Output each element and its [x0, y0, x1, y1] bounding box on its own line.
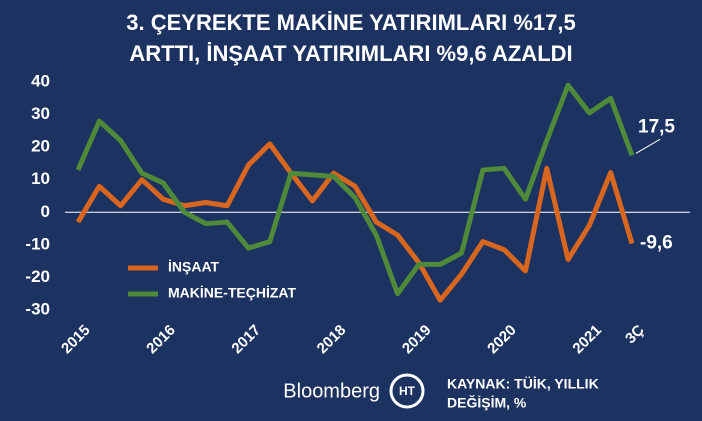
- y-tick-label: 30: [31, 104, 50, 123]
- y-tick-label: 0: [41, 202, 50, 221]
- chart-title: 3. ÇEYREKTE MAKİNE YATIRIMLARI %17,5: [126, 10, 575, 35]
- value-label: -9,6: [640, 233, 673, 254]
- y-tick-label: -30: [25, 299, 50, 318]
- source: DEĞİŞİM, %: [447, 394, 527, 411]
- source: KAYNAK: TÜİK, YILLIK: [447, 376, 599, 392]
- logo: Bloomberg: [283, 380, 380, 402]
- legend-label: İNŞAAT: [168, 259, 220, 275]
- line: [75, 141, 635, 303]
- logo-ring: [389, 373, 425, 409]
- chart-title: ARTTI, İNŞAAT YATIRIMLARI %9,6 AZALDI: [129, 41, 572, 66]
- logo-mark: HT: [399, 384, 416, 398]
- y-tick-label: 40: [31, 71, 50, 90]
- y-tick-label: -10: [25, 234, 50, 253]
- y-tick-label: 20: [31, 137, 50, 156]
- value-label: 17,5: [638, 116, 675, 137]
- y-tick-label: -20: [25, 267, 50, 286]
- label-leader: [635, 138, 661, 154]
- legend-label: MAKİNE-TEÇHİZAT: [168, 285, 297, 301]
- y-tick-label: 10: [31, 169, 50, 188]
- line: [75, 82, 635, 297]
